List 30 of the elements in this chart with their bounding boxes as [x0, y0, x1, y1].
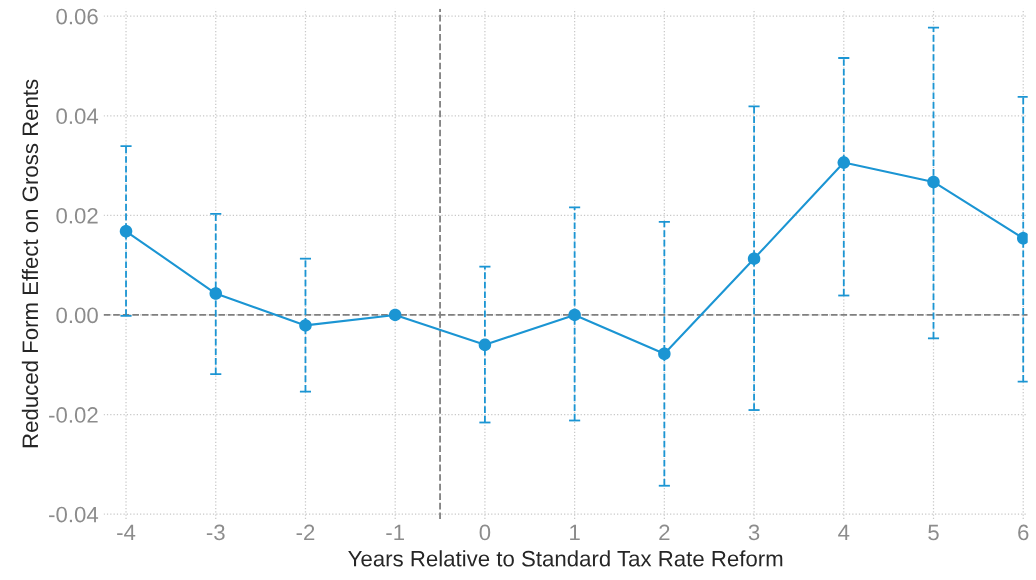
y-axis-title: Reduced Form Effect on Gross Rents — [21, 79, 39, 448]
point — [927, 175, 940, 189]
point — [658, 347, 671, 361]
x-tick-label: 6 — [1018, 524, 1029, 541]
y-tick-label: 0.06 — [56, 8, 98, 25]
point — [837, 156, 851, 169]
y-tick-label: 0.02 — [56, 207, 98, 224]
point — [209, 287, 222, 300]
x-tick-label: -2 — [296, 524, 315, 541]
point — [568, 308, 581, 322]
x-tick-label: 3 — [748, 524, 760, 541]
point — [299, 319, 312, 332]
point — [1016, 232, 1028, 245]
x-tick-label: 4 — [838, 524, 850, 541]
x-tick-label: -1 — [386, 524, 404, 541]
point — [119, 225, 133, 238]
x-tick-label: 1 — [570, 524, 580, 541]
x-axis-title: Years Relative to Standard Tax Rate Reform — [348, 550, 783, 567]
point — [478, 338, 492, 352]
point — [747, 252, 761, 265]
x-tick-label: 2 — [659, 524, 670, 541]
y-tick-label: 0.04 — [56, 108, 99, 125]
x-tick-label: 5 — [928, 524, 939, 541]
x-tick-label: 0 — [479, 524, 491, 541]
y-tick-label: -0.04 — [49, 506, 99, 523]
x-tick-label: -4 — [117, 524, 136, 541]
y-tick-label: -0.02 — [49, 407, 98, 423]
point — [388, 308, 402, 322]
y-tick-label: 0.00 — [56, 307, 98, 324]
x-tick-label: -3 — [206, 524, 225, 541]
